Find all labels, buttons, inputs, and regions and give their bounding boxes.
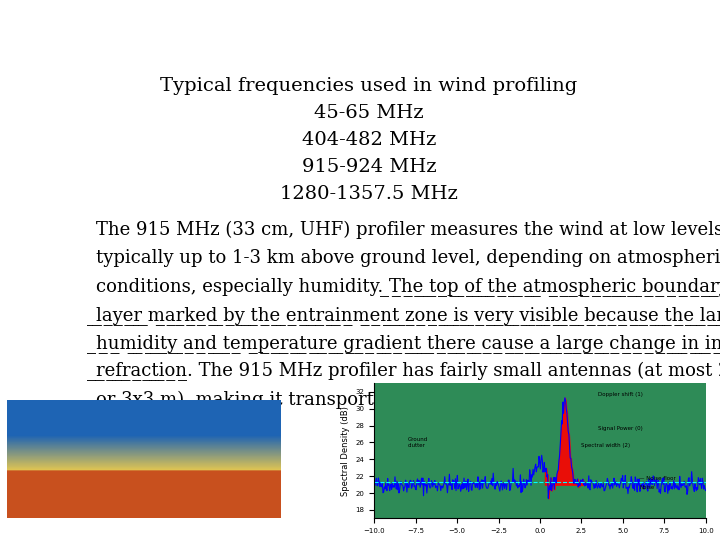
Text: Doppler shift (1): Doppler shift (1) xyxy=(598,392,643,397)
Text: ̲r̲e̲f̲r̲a̲c̲t̲i̲o̲n̲. The 915 MHz profiler has fairly small antennas (at most 2: ̲r̲e̲f̲r̲a̲c̲t̲i̲o̲n̲. The 915 MHz profi… xyxy=(96,362,720,381)
Text: or 3x3 m), making it transportable and less expensive.: or 3x3 m), making it transportable and l… xyxy=(96,390,595,409)
Text: ̲l̲a̲y̲e̲r̲ ̲m̲a̲r̲k̲e̲d̲ ̲b̲y̲ ̲t̲h̲e̲ ̲e̲n̲t̲r̲a̲i̲n̲m̲e̲n̲t̲ ̲z̲o̲n̲e̲ ̲i̲s̲ : ̲l̲a̲y̲e̲r̲ ̲m̲a̲r̲k̲e̲d̲ ̲b̲y̲ ̲t̲h̲e̲ … xyxy=(96,306,720,325)
Text: 45-65 MHz: 45-65 MHz xyxy=(314,104,424,122)
Text: Spectral width (2): Spectral width (2) xyxy=(582,443,631,448)
Text: 404-482 MHz: 404-482 MHz xyxy=(302,131,436,150)
Text: Ground
clutter: Ground clutter xyxy=(408,437,428,448)
Text: 1280-1357.5 MHz: 1280-1357.5 MHz xyxy=(280,185,458,204)
Text: Noise: Noise xyxy=(639,485,654,490)
Text: Signal Power (0): Signal Power (0) xyxy=(598,426,643,431)
Text: typically up to 1-3 km above ground level, depending on atmospheric: typically up to 1-3 km above ground leve… xyxy=(96,249,720,267)
Text: conditions, especially humidity. ̲T̲h̲e̲ ̲t̲o̲p̲ ̲o̲f̲ ̲t̲h̲e̲ ̲a̲t̲m̲o̲s̲p̲h̲e̲: conditions, especially humidity. ̲T̲h̲e̲… xyxy=(96,277,720,296)
Text: Typical frequencies used in wind profiling: Typical frequencies used in wind profili… xyxy=(161,77,577,95)
Y-axis label: Spectral Density (dB): Spectral Density (dB) xyxy=(341,406,350,496)
Text: 915-924 MHz: 915-924 MHz xyxy=(302,158,436,177)
Text: — Noise floor: — Noise floor xyxy=(639,476,676,482)
Text: The 915 MHz (33 cm, UHF) profiler measures the wind at low levels,: The 915 MHz (33 cm, UHF) profiler measur… xyxy=(96,221,720,239)
Text: ̲h̲u̲m̲i̲d̲i̲t̲y̲ ̲a̲n̲d̲ ̲t̲e̲m̲p̲e̲r̲a̲t̲u̲r̲e̲ ̲g̲r̲a̲d̲i̲e̲n̲t̲ ̲t̲h̲e̲r̲e̲ : ̲h̲u̲m̲i̲d̲i̲t̲y̲ ̲a̲n̲d̲ ̲t̲e̲m̲p̲e̲r̲a… xyxy=(96,334,720,353)
